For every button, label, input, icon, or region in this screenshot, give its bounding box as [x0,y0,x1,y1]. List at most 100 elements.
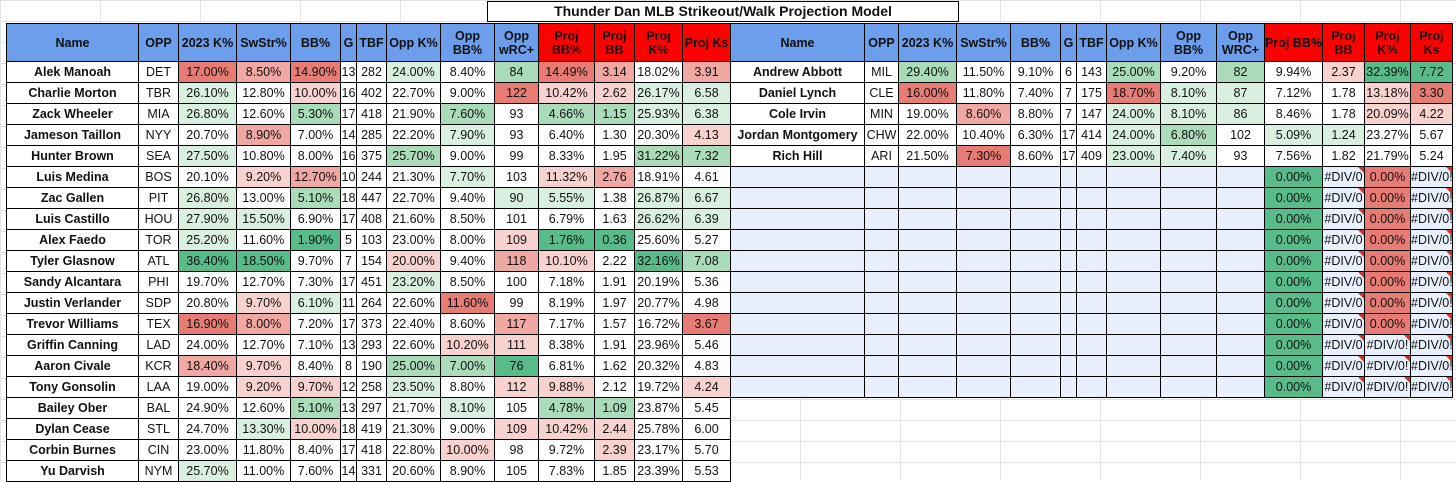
stat-cell[interactable]: 293 [356,334,387,356]
stat-cell[interactable]: 9.20% [236,166,291,188]
stat-cell[interactable]: 2.62 [594,82,635,104]
empty-cell[interactable] [1160,376,1217,398]
stat-cell[interactable]: 1.91 [594,271,635,293]
empty-cell[interactable] [1076,166,1107,188]
stat-cell[interactable]: 8.00% [290,145,341,167]
stat-cell[interactable]: 5.27 [682,229,731,251]
stat-cell[interactable]: 5.10% [290,187,341,209]
stat-cell[interactable]: 5.46 [682,334,731,356]
empty-cell[interactable] [1160,292,1217,314]
stat-cell[interactable]: 9.70% [290,250,341,272]
stat-cell[interactable]: 11.50% [956,61,1011,83]
stat-cell[interactable]: 5.36 [682,271,731,293]
stat-cell[interactable]: 402 [356,82,387,104]
stat-cell[interactable]: 32.16% [634,250,683,272]
stat-cell[interactable]: 22.80% [386,439,441,461]
empty-cell[interactable] [1106,313,1161,335]
stat-cell[interactable]: 1.15 [594,103,635,125]
stat-cell[interactable]: 1.85 [594,460,635,482]
stat-cell[interactable]: 109 [494,418,539,440]
stat-cell[interactable]: 4.83 [682,355,731,377]
formula-cell[interactable]: 0.00% [1264,166,1323,188]
stat-cell[interactable]: MIN [864,103,899,125]
stat-cell[interactable]: 10.40% [956,124,1011,146]
stat-cell[interactable]: 7.30% [956,145,1011,167]
stat-cell[interactable]: 4.13 [682,124,731,146]
empty-cell[interactable] [730,334,865,356]
stat-cell[interactable]: 12.60% [236,397,291,419]
stat-cell[interactable]: 282 [356,61,387,83]
stat-cell[interactable]: 264 [356,292,387,314]
stat-cell[interactable]: 100 [494,271,539,293]
stat-cell[interactable]: 5.53 [682,460,731,482]
stat-cell[interactable]: SDP [138,292,179,314]
empty-cell[interactable] [956,271,1011,293]
formula-cell[interactable]: #DIV/0 [1322,166,1365,188]
stat-cell[interactable]: 8.40% [290,439,341,461]
empty-cell[interactable] [1060,166,1077,188]
empty-cell[interactable] [956,355,1011,377]
stat-cell[interactable]: 9.00% [440,82,495,104]
empty-cell[interactable] [1076,229,1107,251]
formula-cell[interactable]: 0.00% [1264,355,1323,377]
stat-cell[interactable]: 10.00% [290,82,341,104]
stat-cell[interactable]: 9.00% [440,145,495,167]
empty-cell[interactable] [1216,334,1265,356]
formula-cell[interactable]: #DIV/0 [1322,292,1365,314]
pitcher-name-cell[interactable]: Daniel Lynch [730,82,865,104]
stat-cell[interactable]: 18.02% [634,61,683,83]
stat-cell[interactable]: 6.10% [290,292,341,314]
empty-cell[interactable] [1010,208,1061,230]
stat-cell[interactable]: 93 [1216,145,1265,167]
stat-cell[interactable]: 9.20% [1160,61,1217,83]
empty-cell[interactable] [1010,292,1061,314]
empty-cell[interactable] [956,229,1011,251]
stat-cell[interactable]: 9.70% [236,292,291,314]
pitcher-name-cell[interactable]: Charlie Morton [6,82,139,104]
stat-cell[interactable]: 36.40% [178,250,237,272]
stat-cell[interactable]: 297 [356,397,387,419]
stat-cell[interactable]: 25.93% [634,103,683,125]
empty-cell[interactable] [1060,229,1077,251]
stat-cell[interactable]: 24.70% [178,418,237,440]
stat-cell[interactable]: STL [138,418,179,440]
stat-cell[interactable]: 8.60% [956,103,1011,125]
stat-cell[interactable]: 105 [494,397,539,419]
stat-cell[interactable]: 8.33% [538,145,595,167]
stat-cell[interactable]: 17 [1060,124,1077,146]
stat-cell[interactable]: 7.60% [440,103,495,125]
stat-cell[interactable]: 10.00% [440,439,495,461]
stat-cell[interactable]: 24.00% [1106,103,1161,125]
formula-cell[interactable]: 0.00% [1364,313,1411,335]
formula-cell[interactable]: #DIV/0! [1410,271,1453,293]
stat-cell[interactable]: 7.90% [440,124,495,146]
stat-cell[interactable]: 25.00% [386,355,441,377]
empty-cell[interactable] [864,187,899,209]
stat-cell[interactable]: 9.40% [440,250,495,272]
stat-cell[interactable]: HOU [138,208,179,230]
stat-cell[interactable]: 2.12 [594,376,635,398]
stat-cell[interactable]: 20.60% [386,460,441,482]
stat-cell[interactable]: 21.70% [386,397,441,419]
stat-cell[interactable]: 2.76 [594,166,635,188]
stat-cell[interactable]: 23.27% [1364,124,1411,146]
pitcher-name-cell[interactable]: Griffin Canning [6,334,139,356]
stat-cell[interactable]: 26.17% [634,82,683,104]
stat-cell[interactable]: 26.80% [178,187,237,209]
stat-cell[interactable]: 9.88% [538,376,595,398]
formula-cell[interactable]: #DIV/0 [1322,313,1365,335]
stat-cell[interactable]: 87 [1216,82,1265,104]
empty-cell[interactable] [898,376,957,398]
empty-cell[interactable] [1060,187,1077,209]
stat-cell[interactable]: 84 [494,61,539,83]
stat-cell[interactable]: 8.10% [1160,103,1217,125]
stat-cell[interactable]: 11 [340,292,357,314]
stat-cell[interactable]: 29.40% [898,61,957,83]
stat-cell[interactable]: 8.50% [236,61,291,83]
stat-cell[interactable]: 409 [1076,145,1107,167]
stat-cell[interactable]: 26.87% [634,187,683,209]
stat-cell[interactable]: 18.40% [178,355,237,377]
stat-cell[interactable]: 190 [356,355,387,377]
stat-cell[interactable]: 24.90% [178,397,237,419]
stat-cell[interactable]: 6.38 [682,103,731,125]
